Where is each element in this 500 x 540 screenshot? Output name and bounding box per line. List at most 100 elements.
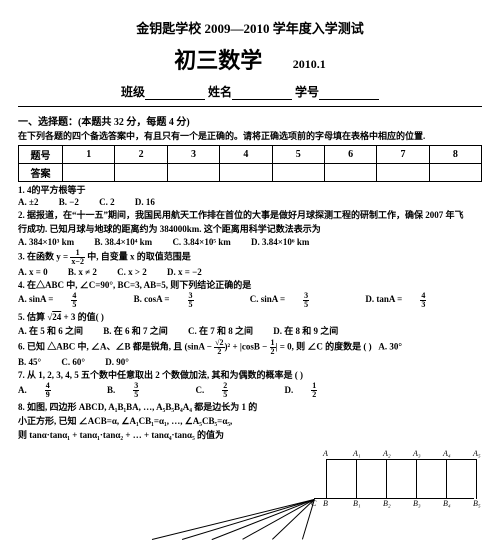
q2-l1: 2. 据报道，在“十一五”期间，我国民用航天工作排在首位的大事是做好月球探测工程…: [18, 209, 482, 221]
q5-stem-b: + 3 的值( ): [61, 312, 104, 322]
q6-stem-a: 6. 已知 △ABC 中, ∠A、∠B 都是锐角, 且: [18, 341, 185, 351]
q8-l2: 小正方形, 已知 ∠ACB=α, ∠A₁CB₁=α₁, …, ∠A₅CB₅=α₅…: [18, 415, 308, 427]
q7-c-d: 5: [222, 391, 228, 399]
subject: 初三数学: [174, 43, 262, 75]
q7-a-d: 9: [45, 391, 51, 399]
q6-d1: 2: [214, 348, 224, 356]
q4-d-d: 3: [420, 301, 426, 309]
q4-d-pre: D. tanA =: [365, 294, 402, 304]
q6-stem: 6. 已知 △ABC 中, ∠A、∠B 都是锐角, 且 (sinA − √22)…: [18, 339, 482, 356]
q4-a-pre: A. sinA =: [18, 294, 53, 304]
bot-label: B₄: [443, 499, 451, 508]
subject-row: 初三数学 2010.1: [18, 43, 482, 75]
top-label: A₂: [383, 449, 391, 458]
q7-d-frac: 12: [311, 382, 335, 399]
q6-b: B. 45°: [18, 357, 41, 367]
q4-a: A. sinA = 45: [18, 292, 113, 309]
q7-d-pre: D.: [285, 385, 294, 395]
ans-cell: [324, 164, 376, 182]
col-4: 4: [220, 146, 272, 164]
q4-b: B. cosA = 35: [134, 292, 230, 309]
q8-diagram: AA₁A₂A₃A₄A₅CBB₁B₂B₃B₄B₅: [314, 453, 482, 505]
vline: [446, 459, 447, 499]
vline: [416, 459, 417, 499]
year: 2010.1: [293, 57, 326, 71]
q4-d: D. tanA = 43: [365, 292, 462, 309]
q4-c-d: 5: [303, 301, 309, 309]
top-label: A₁: [353, 449, 361, 458]
bot-label: C: [311, 499, 316, 508]
q3-stem-b: 中, 自变量 x 的取值范围是: [87, 251, 191, 261]
ans-cell: [115, 164, 167, 182]
q5-sqrt: 24: [52, 312, 61, 322]
col-2: 2: [115, 146, 167, 164]
q4-c-pre: C. sinA =: [250, 294, 285, 304]
bot-label: B: [323, 499, 328, 508]
ans-cell: [272, 164, 324, 182]
q5-b: B. 在 6 和 7 之间: [103, 324, 168, 337]
q7-c-pre: C.: [196, 385, 205, 395]
vline: [326, 459, 327, 499]
class-blank: [145, 88, 205, 100]
q4-b-pre: B. cosA =: [134, 294, 170, 304]
q8-l1: 8. 如图, 四边形 ABCD, A₁B₁BA, …, A₅B₅B₄A₄ 都是边…: [18, 401, 308, 413]
q7-b-pre: B.: [107, 385, 115, 395]
q6-d: D. 90°: [105, 357, 129, 367]
id-label: 学号: [295, 85, 319, 99]
q6-mid2-b: cosB −: [242, 341, 270, 351]
mc-table: 题号 1 2 3 4 5 6 7 8 答案: [18, 145, 482, 182]
q5-stem-a: 5. 估算: [18, 312, 47, 322]
vline: [356, 459, 357, 499]
q6-frac2: 12: [270, 339, 276, 356]
top-label: A₅: [473, 449, 481, 458]
table-row: 题号 1 2 3 4 5 6 7 8: [19, 146, 482, 164]
q7-d: D. 12: [285, 382, 354, 399]
q1-opts: A. ±2 B. −2 C. 2 D. 16: [18, 197, 482, 207]
q1-b: B. −2: [59, 197, 79, 207]
row-label-q: 题号: [19, 146, 63, 164]
bot-label: B₅: [473, 499, 481, 508]
q4-opts: A. sinA = 45 B. cosA = 35 C. sinA = 35 D…: [18, 292, 482, 309]
col-3: 3: [167, 146, 219, 164]
q5-opts: A. 在 5 和 6 之间 B. 在 6 和 7 之间 C. 在 7 和 8 之…: [18, 324, 482, 337]
bot-label: B₂: [383, 499, 391, 508]
q3-stem: 3. 在函数 y = 1x−2 中, 自变量 x 的取值范围是: [18, 249, 482, 266]
q3-stem-a: 3. 在函数 y =: [18, 251, 70, 261]
q3-d: D. x = −2: [167, 267, 202, 277]
q2-a: A. 384×10³ km: [18, 237, 74, 247]
diag-line: [152, 499, 314, 540]
divider: [18, 106, 482, 107]
ans-cell: [220, 164, 272, 182]
q2-opts: A. 384×10³ km B. 38.4×10⁴ km C. 3.84×10⁵…: [18, 237, 482, 247]
q3-a: A. x = 0: [18, 267, 48, 277]
q2-b: B. 38.4×10⁴ km: [94, 237, 152, 247]
table-row: 答案: [19, 164, 482, 182]
diag-line: [182, 499, 314, 540]
q8-l3: 则 tanα·tanα₁ + tanα₁·tanα₂ + … + tanα₄·t…: [18, 429, 308, 441]
q7-a: A. 49: [18, 382, 87, 399]
row-label-a: 答案: [19, 164, 63, 182]
q7-opts: A. 49 B. 35 C. 2 5 D. 12: [18, 382, 482, 399]
q7-b: B. 35: [107, 382, 175, 399]
class-label: 班级: [121, 85, 145, 99]
q7-b-d: 5: [133, 391, 139, 399]
school-title: 金钥匙学校 2009—2010 学年度入学测试: [18, 18, 482, 37]
col-5: 5: [272, 146, 324, 164]
q1-d: D. 16: [135, 197, 155, 207]
q4-b-d: 5: [188, 301, 194, 309]
q7-d-d: 2: [311, 391, 317, 399]
q4-b-frac: 35: [188, 292, 212, 309]
q4-c-frac: 35: [303, 292, 327, 309]
q3-frac-d: x−2: [70, 258, 85, 266]
q7-b-frac: 35: [133, 382, 157, 399]
q5-d: D. 在 8 和 9 之间: [273, 324, 338, 337]
section1-title: 一、选择题：(本题共 32 分，每题 4 分): [18, 113, 482, 128]
q4-a-frac: 45: [71, 292, 95, 309]
q1-stem: 1. 4的平方根等于: [18, 184, 482, 196]
ans-cell: [429, 164, 481, 182]
col-8: 8: [429, 146, 481, 164]
top-label: A₃: [413, 449, 421, 458]
q4-stem: 4. 在△ABC 中, ∠C=90°, BC=3, AB=5, 则下列结论正确的…: [18, 279, 482, 291]
q5-a: A. 在 5 和 6 之间: [18, 324, 83, 337]
q7-a-pre: A.: [18, 385, 27, 395]
